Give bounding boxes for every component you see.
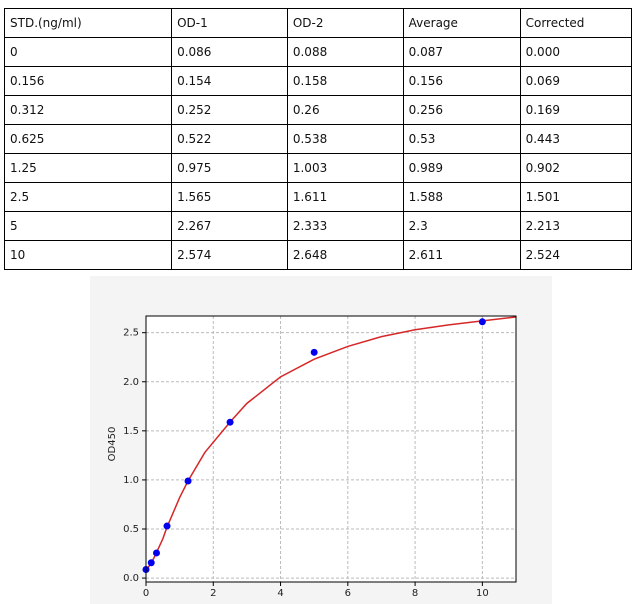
x-tick-label: 10 — [476, 588, 489, 599]
data-point — [310, 348, 318, 356]
table-cell: 0.156 — [402, 66, 521, 96]
fit-curve — [145, 316, 517, 571]
table-cell: 10 — [3, 240, 173, 270]
y-tick-label: 1.5 — [123, 426, 139, 437]
table-row: 0.312 0.252 0.26 0.256 0.169 — [3, 95, 633, 125]
y-tick-label: 0.0 — [123, 573, 139, 584]
x-tick-label: 2 — [210, 588, 216, 599]
table-cell: OD-1 — [171, 8, 288, 38]
header-row: STD.(ng/ml) OD-1 OD-2 Average Corrected — [3, 8, 633, 38]
y-tick-label: 2.5 — [123, 328, 139, 339]
table-row: 0 0.086 0.088 0.087 0.000 — [3, 37, 633, 67]
data-point — [478, 318, 486, 326]
table-body: STD.(ng/ml) OD-1 OD-2 Average Corrected 0 0.08… — [3, 8, 633, 270]
table-cell: Corrected — [519, 8, 633, 38]
data-point — [184, 477, 192, 485]
table-cell: 0.522 — [171, 124, 288, 154]
table-cell: 0.26 — [286, 95, 404, 125]
table-cell: 0.975 — [171, 153, 288, 183]
table-cell: 0.256 — [402, 95, 521, 125]
table-cell: 0 — [3, 37, 173, 67]
table-cell: 2.333 — [286, 211, 404, 241]
table-cell: 0.088 — [286, 37, 404, 67]
table-cell: 0.158 — [286, 66, 404, 96]
y-axis-label: OD450 — [107, 427, 118, 462]
x-tick-label: 6 — [345, 588, 351, 599]
table-cell: 0.53 — [402, 124, 521, 154]
table-cell: 0.989 — [402, 153, 521, 183]
table-cell: 1.501 — [519, 182, 633, 212]
data-point — [152, 549, 160, 557]
table-row: 10 2.574 2.648 2.611 2.524 — [3, 240, 633, 270]
table-cell: STD.(ng/ml) — [3, 8, 173, 38]
table-cell: Average — [402, 8, 521, 38]
data-point — [163, 522, 171, 530]
y-tick-label: 0.5 — [123, 524, 139, 535]
table-cell: 2.524 — [519, 240, 633, 270]
x-tick-label: 0 — [143, 588, 149, 599]
plot-area — [145, 315, 517, 583]
y-tick-label: 1.0 — [123, 475, 139, 486]
table-row: 5 2.267 2.333 2.3 2.213 — [3, 211, 633, 241]
table-cell: 0.902 — [519, 153, 633, 183]
x-tick-label: 4 — [277, 588, 283, 599]
table-cell: 2.213 — [519, 211, 633, 241]
table-cell: 2.648 — [286, 240, 404, 270]
table-cell: 2.5 — [3, 182, 173, 212]
y-tick-label: 2.0 — [123, 377, 139, 388]
x-tick-label: 8 — [412, 588, 418, 599]
table-cell: 2.611 — [402, 240, 521, 270]
data-point — [147, 559, 155, 567]
table-cell: 0.086 — [171, 37, 288, 67]
table-cell: 2.574 — [171, 240, 288, 270]
plot-frame — [145, 315, 517, 583]
table-cell: 0.312 — [3, 95, 173, 125]
data-point — [226, 418, 234, 426]
data-table: STD.(ng/ml) OD-1 OD-2 Average Corrected 0 0.08… — [3, 8, 633, 270]
